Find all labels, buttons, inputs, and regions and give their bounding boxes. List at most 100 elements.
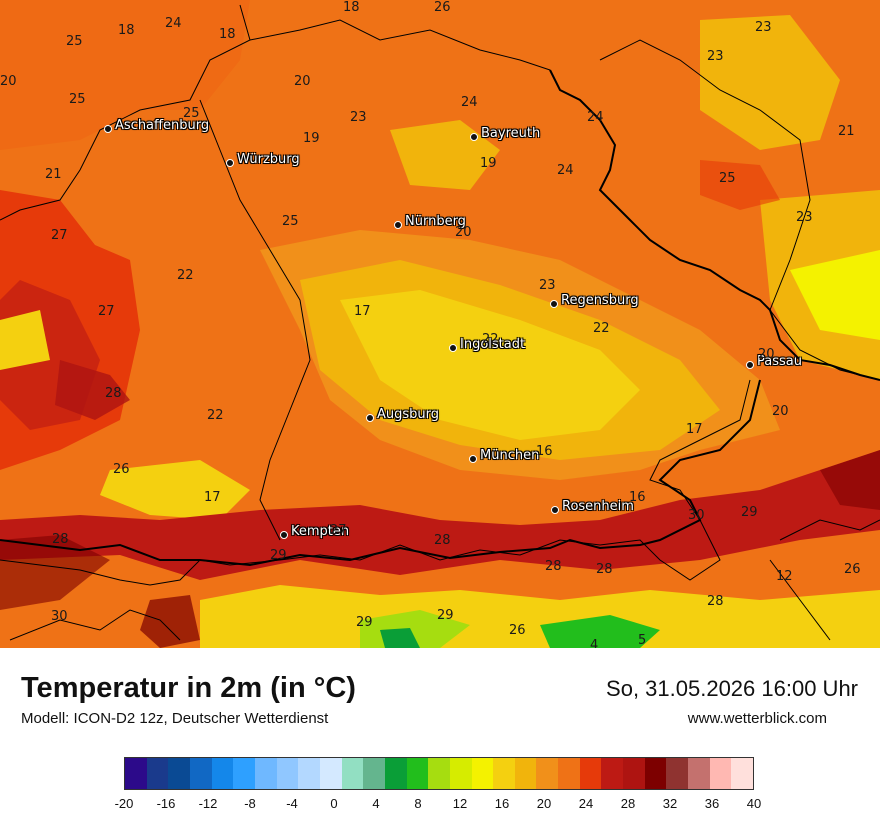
forecast-datetime: So, 31.05.2026 16:00 Uhr	[606, 676, 858, 701]
legend-swatch	[146, 758, 169, 789]
city-label-rosenheim[interactable]: Rosenheim	[562, 499, 634, 514]
map-title: Temperatur in 2m (in °C)	[21, 672, 356, 704]
temp-value: 4	[590, 638, 599, 648]
muenchen-marker[interactable]	[469, 455, 477, 463]
temp-value: 16	[629, 490, 646, 505]
model-info: Modell: ICON-D2 12z, Deutscher Wetterdie…	[21, 710, 329, 727]
kempten-marker[interactable]	[280, 531, 288, 539]
city-label-regensburg[interactable]: Regensburg	[561, 293, 639, 308]
temp-value: 23	[539, 278, 556, 293]
wuerzburg-marker[interactable]	[226, 159, 234, 167]
passau-marker[interactable]	[746, 361, 754, 369]
legend-swatch	[536, 758, 559, 789]
temp-value: 20	[0, 74, 17, 89]
temp-value: 29	[270, 548, 287, 563]
legend-swatch	[168, 758, 190, 789]
legend-swatch	[254, 758, 277, 789]
temp-value: 26	[844, 562, 861, 577]
national-border	[0, 69, 880, 567]
augsburg-marker[interactable]	[366, 414, 374, 422]
legend-swatch	[384, 758, 407, 789]
temp-value: 26	[509, 623, 526, 638]
temp-value: 21	[838, 124, 855, 139]
city-label-kempten[interactable]: Kempten	[291, 524, 350, 539]
temp-value: 22	[207, 408, 224, 423]
temp-value: 12	[776, 569, 793, 584]
temp-value: 23	[755, 20, 772, 35]
temp-value: 24	[587, 110, 604, 125]
legend-swatch	[449, 758, 472, 789]
temp-value: 17	[686, 422, 703, 437]
legend-tick-label: 20	[536, 796, 552, 811]
temp-value: 25	[719, 171, 736, 186]
temp-value: 27	[98, 304, 115, 319]
legend-tick-label: 40	[746, 796, 762, 811]
city-label-augsburg[interactable]: Augsburg	[377, 407, 440, 422]
legend-swatch	[601, 758, 624, 789]
map-footer: Temperatur in 2m (in °C) Modell: ICON-D2…	[0, 648, 880, 830]
legend-swatch	[731, 758, 754, 789]
legend-swatch	[644, 758, 667, 789]
temp-value: 23	[796, 210, 813, 225]
temp-value: 22	[177, 268, 194, 283]
temp-value: 19	[303, 131, 320, 146]
temp-value: 25	[183, 106, 200, 121]
temp-value: 20	[455, 225, 472, 240]
temp-value: 18	[219, 27, 236, 42]
temp-value: 25	[69, 92, 86, 107]
legend-swatch	[709, 758, 732, 789]
temp-value: 30	[688, 508, 705, 523]
temp-value: 28	[545, 559, 562, 574]
temp-value: 28	[105, 386, 122, 401]
legend-tick-label: 32	[662, 796, 678, 811]
legend-swatch	[363, 758, 385, 789]
temp-value: 5	[638, 633, 647, 648]
legend-swatch	[211, 758, 234, 789]
temp-value: 26	[113, 462, 130, 477]
temp-value: 28	[434, 533, 451, 548]
temp-value: 24	[461, 95, 478, 110]
legend-tick-label: -4	[286, 796, 298, 811]
city-label-bayreuth[interactable]: Bayreuth	[481, 126, 541, 141]
legend-tick-label: -12	[198, 796, 218, 811]
legend-swatch	[493, 758, 515, 789]
temp-value: 26	[434, 0, 451, 15]
temperature-field	[0, 0, 880, 648]
legend-swatch	[319, 758, 342, 789]
temp-value: 20	[758, 347, 775, 362]
temp-value: 24	[165, 16, 182, 31]
legend-swatch	[514, 758, 537, 789]
legend-swatch	[558, 758, 580, 789]
ingolstadt-marker[interactable]	[449, 344, 457, 352]
temp-value: 18	[118, 23, 135, 38]
legend-swatch	[666, 758, 689, 789]
temp-value: 27	[51, 228, 68, 243]
temp-value: 28	[596, 562, 613, 577]
bayreuth-marker[interactable]	[470, 133, 478, 141]
legend-tick-label: -20	[114, 796, 134, 811]
legend-tick-label: 4	[372, 796, 380, 811]
city-label-nuernberg[interactable]: Nürnberg	[405, 214, 466, 229]
legend-tick-label: 12	[452, 796, 468, 811]
legend-swatch	[341, 758, 364, 789]
city-label-muenchen[interactable]: München	[480, 448, 540, 463]
legend-swatch	[406, 758, 429, 789]
temp-value: 16	[536, 444, 553, 459]
weather-map: Aschaffenburg Würzburg Bayreuth Nürnberg…	[0, 0, 880, 648]
rosenheim-marker[interactable]	[551, 506, 559, 514]
nuernberg-marker[interactable]	[394, 221, 402, 229]
aschaffenburg-marker[interactable]	[104, 125, 112, 133]
legend-tick-label: -8	[244, 796, 256, 811]
legend-tick-label: 28	[620, 796, 636, 811]
website-link[interactable]: www.wetterblick.com	[687, 710, 827, 727]
city-label-aschaffenburg[interactable]: Aschaffenburg	[115, 118, 210, 133]
city-label-wuerzburg[interactable]: Würzburg	[237, 152, 300, 167]
regensburg-marker[interactable]	[550, 300, 558, 308]
legend-tick-label: 16	[494, 796, 510, 811]
city-label-ingolstadt[interactable]: Ingolstadt	[460, 337, 526, 352]
legend-swatch	[298, 758, 320, 789]
temp-value: 22	[482, 332, 499, 347]
temp-value: 18	[343, 0, 360, 15]
city-label-passau[interactable]: Passau	[757, 354, 802, 369]
temp-value: 24	[557, 163, 574, 178]
